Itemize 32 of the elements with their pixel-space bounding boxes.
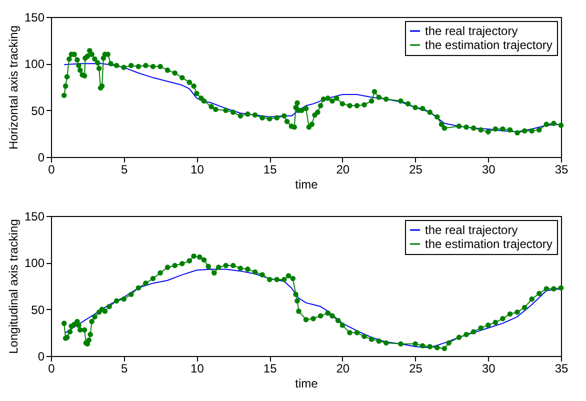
x-tick-label: 25 bbox=[409, 162, 423, 176]
x-axis-title: time bbox=[295, 376, 318, 390]
x-tick-label: 30 bbox=[482, 162, 496, 176]
y-tick-label: 100 bbox=[24, 256, 45, 270]
y-tick-label: 150 bbox=[24, 210, 45, 224]
x-tick-label: 15 bbox=[263, 362, 278, 376]
legend-label: the real trajectory bbox=[425, 24, 518, 38]
y-tick-label: 150 bbox=[24, 10, 45, 24]
x-tick-label: 30 bbox=[482, 362, 496, 376]
x-tick-label: 20 bbox=[336, 362, 350, 376]
x-tick-label: 35 bbox=[554, 162, 568, 176]
x-tick-label: 10 bbox=[190, 162, 204, 176]
x-tick-label: 15 bbox=[263, 162, 278, 176]
x-tick-label: 0 bbox=[48, 362, 56, 376]
x-tick-label: 0 bbox=[48, 162, 56, 176]
x-tick-label: 5 bbox=[121, 362, 128, 376]
x-tick-label: 5 bbox=[121, 162, 128, 176]
x-tick-label: 35 bbox=[554, 362, 568, 376]
y-axis-title: Longitudinal axis tracking bbox=[6, 219, 20, 354]
y-tick-label: 0 bbox=[38, 350, 45, 364]
legend-label: the real trajectory bbox=[425, 223, 518, 237]
legend-label: the estimation trajectory bbox=[425, 38, 552, 52]
x-tick-label: 20 bbox=[336, 162, 350, 176]
legend-label: the estimation trajectory bbox=[425, 237, 552, 251]
x-tick-label: 10 bbox=[190, 362, 204, 376]
y-tick-label: 50 bbox=[31, 104, 45, 118]
y-axis-title: Horizontal axis tracking bbox=[6, 25, 20, 150]
y-tick-label: 100 bbox=[24, 57, 45, 72]
x-axis-title: time bbox=[295, 178, 318, 192]
y-tick-label: 50 bbox=[31, 302, 45, 317]
x-tick-label: 25 bbox=[409, 362, 423, 376]
y-tick-label: 0 bbox=[38, 150, 45, 164]
